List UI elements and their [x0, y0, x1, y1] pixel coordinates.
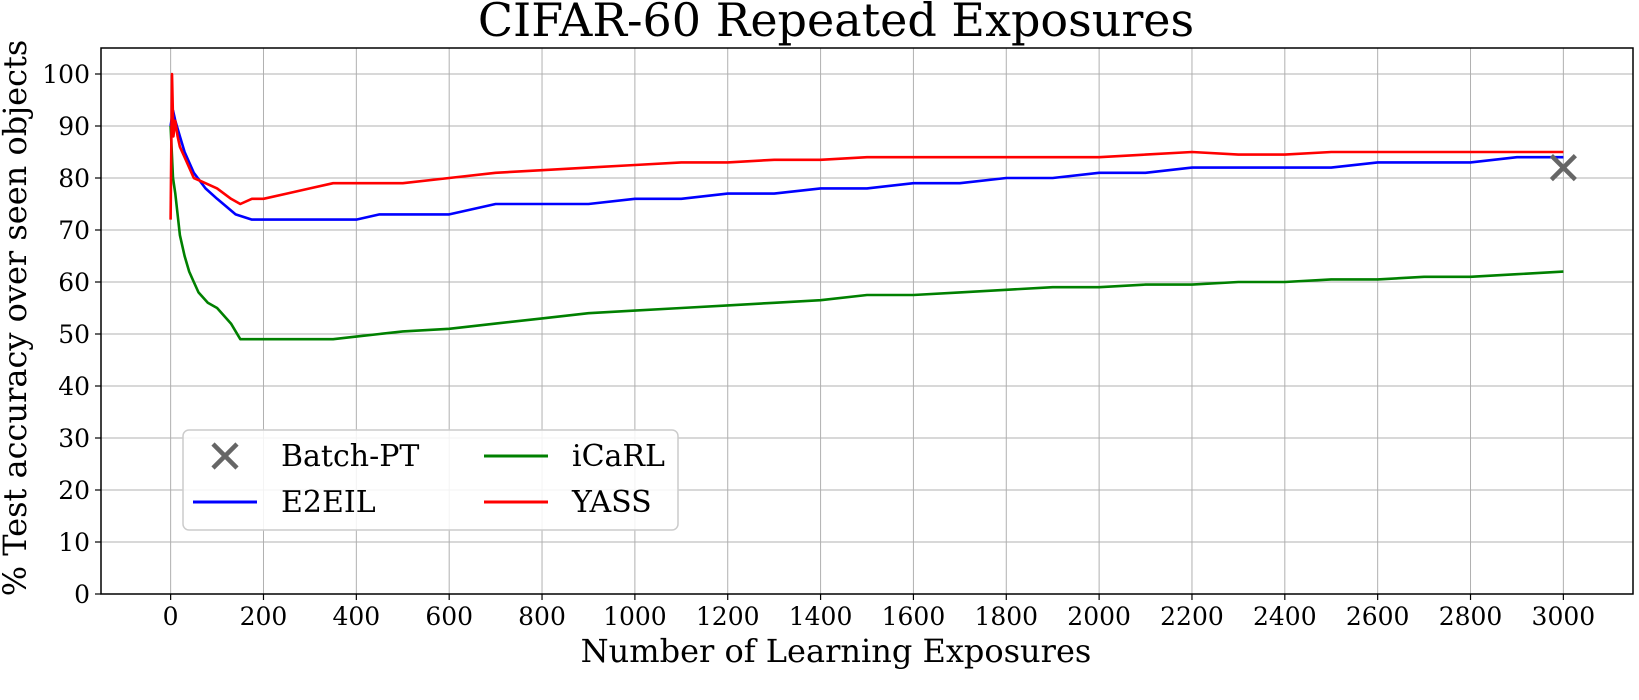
y-tick-label: 0	[74, 580, 90, 609]
marker-batch-pt	[1549, 154, 1577, 182]
y-tick-label: 50	[58, 320, 90, 349]
y-tick-label: 20	[58, 476, 90, 505]
x-tick-label: 1800	[974, 602, 1038, 631]
series-line-yass	[169, 72, 1564, 220]
x-tick-label: 400	[332, 602, 380, 631]
x-tick-label: 1600	[882, 602, 946, 631]
x-tick-label: 2600	[1346, 602, 1410, 631]
y-tick-label: 100	[42, 60, 90, 89]
x-tick-label: 800	[518, 602, 566, 631]
x-tick-label: 0	[163, 602, 179, 631]
y-tick-label: 80	[58, 164, 90, 193]
x-tick-label: 2000	[1067, 602, 1131, 631]
x-tick-label: 3000	[1532, 602, 1596, 631]
chart-title: CIFAR-60 Repeated Exposures	[478, 0, 1194, 47]
series-line-e2eil	[169, 109, 1564, 221]
legend-box	[182, 429, 679, 531]
y-tick-label: 10	[58, 528, 90, 557]
legend-label-e2eil: E2EIL	[281, 485, 376, 520]
legend-label-batch-pt: Batch-PT	[281, 439, 419, 474]
series-line-icarl	[169, 125, 1564, 341]
legend: Batch-PT iCaRL E2EIL YASS	[182, 429, 679, 531]
axis-ticks: 0 200 400 600 800 1000 1200 1400 1600 1800 2000 220…	[42, 60, 1595, 631]
grid	[101, 48, 1633, 595]
y-tick-label: 90	[58, 112, 90, 141]
x-tick-label: 1000	[603, 602, 667, 631]
y-tick-label: 70	[58, 216, 90, 245]
x-tick-label: 2800	[1439, 602, 1503, 631]
legend-item-batch-pt: Batch-PT	[211, 439, 419, 474]
legend-item-yass: YASS	[484, 485, 652, 520]
legend-label-yass: YASS	[571, 485, 652, 520]
y-tick-label: 30	[58, 424, 90, 453]
x-tick-label: 1200	[696, 602, 760, 631]
legend-item-icarl: iCaRL	[484, 439, 665, 474]
x-tick-label: 1400	[789, 602, 853, 631]
plot-frame	[100, 47, 1634, 595]
x-tick-label: 200	[240, 602, 288, 631]
y-axis-label: % Test accuracy over seen objects	[0, 40, 34, 597]
y-tick-label: 40	[58, 372, 90, 401]
legend-label-icarl: iCaRL	[572, 439, 665, 474]
y-tick-label: 60	[58, 268, 90, 297]
x-tick-label: 2200	[1160, 602, 1224, 631]
legend-item-e2eil: E2EIL	[193, 485, 376, 520]
series-lines	[169, 72, 1577, 341]
x-marker-icon	[211, 442, 239, 470]
x-tick-label: 2400	[1253, 602, 1317, 631]
x-tick-label: 600	[425, 602, 473, 631]
x-axis-label: Number of Learning Exposures	[581, 632, 1092, 670]
